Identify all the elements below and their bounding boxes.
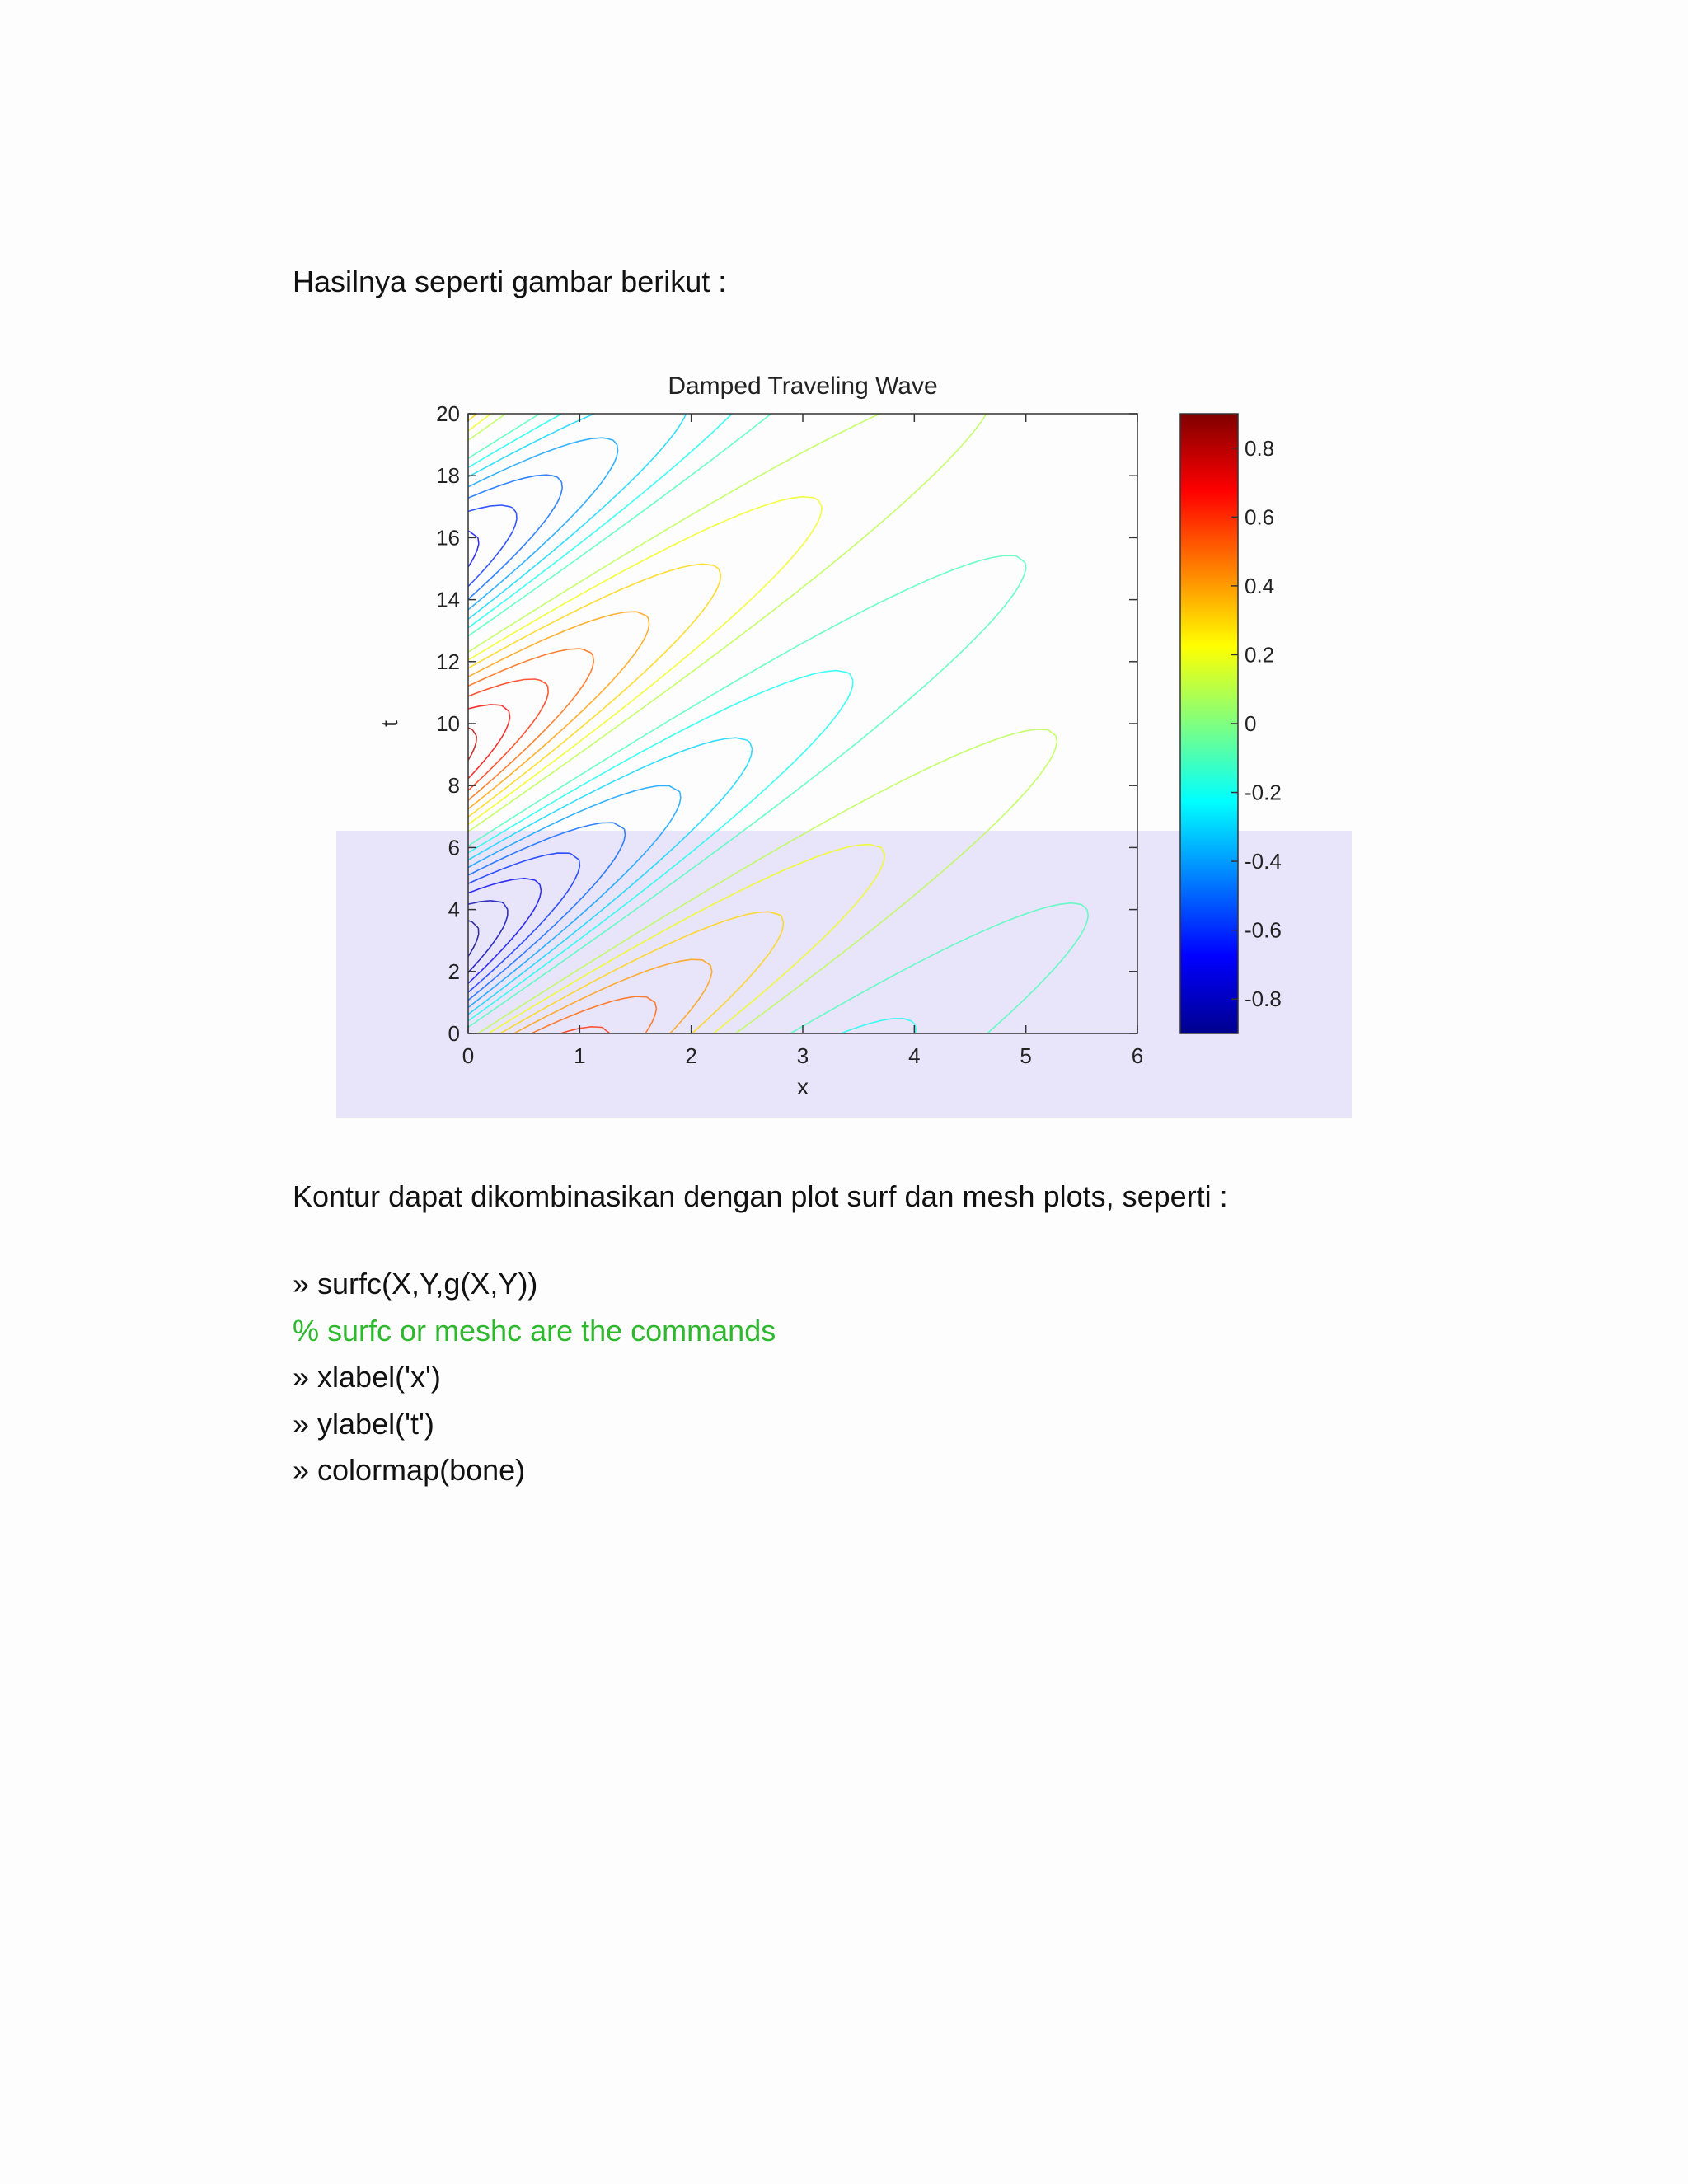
colorbar-tick-label: -0.8 (1245, 987, 1282, 1011)
contour-line (468, 727, 477, 761)
code-command-line: » surfc(X,Y,g(X,Y)) (293, 1267, 538, 1301)
x-tick-label: 3 (797, 1043, 809, 1068)
x-tick-label: 4 (908, 1043, 920, 1068)
y-tick-label: 18 (436, 463, 460, 488)
y-tick-label: 8 (448, 773, 460, 798)
colorbar-tick-label: 0.6 (1245, 504, 1274, 529)
x-tick-label: 0 (462, 1043, 474, 1068)
x-tick-label: 5 (1020, 1043, 1031, 1068)
contour-line (468, 504, 581, 993)
code-command-line: » xlabel('x') (293, 1360, 441, 1394)
contour-line (468, 648, 658, 1033)
x-tick-label: 1 (574, 1043, 585, 1068)
y-tick-label: 6 (448, 835, 460, 860)
contour-chart: 0 1 2 3 4 5 602468101214161820xt0.80.60.40.20-… (377, 373, 1282, 1099)
contour-line (468, 474, 626, 1001)
code-command-line: » colormap(bone) (293, 1453, 526, 1487)
x-tick-label: 6 (1132, 1043, 1143, 1068)
y-tick-label: 2 (448, 959, 460, 984)
contour-line (468, 920, 480, 957)
contour-line (468, 414, 885, 1033)
y-tick-label: 0 (448, 1021, 460, 1046)
y-tick-label: 12 (436, 649, 460, 674)
code-command-line: » ylabel('t') (293, 1406, 434, 1441)
intro-paragraph: Hasilnya seperti gambar berikut : (293, 265, 727, 298)
y-tick-label: 14 (436, 588, 460, 612)
contour-line (468, 704, 511, 780)
y-axis-label: t (377, 720, 402, 727)
x-axis-label: x (797, 1074, 809, 1099)
contour-line (468, 530, 542, 984)
code-comment-line: % surfc or meshc are the commands (293, 1313, 776, 1347)
contour-line (468, 678, 611, 1033)
colorbar-tick-label: -0.6 (1245, 918, 1282, 943)
contour-figure: 0 1 2 3 4 5 6 0 2 4 6 8 10 12 14 16 18 20 x t 0.8 0.6 0.4 0.2 0-… (336, 354, 1352, 1119)
contour-line (468, 414, 917, 1033)
colorbar-tick-label: 0.4 (1245, 574, 1274, 598)
colorbar-tick-label: -0.2 (1245, 780, 1282, 805)
contour-line (468, 611, 713, 1033)
code-block: » surfc(X,Y,g(X,Y)) % surfc or meshc are … (293, 1261, 776, 1494)
colorbar-tick-label: -0.4 (1245, 849, 1282, 874)
chart-title: Damped Traveling Wave (668, 373, 937, 400)
contour-line (468, 414, 753, 1015)
contour-lines (468, 414, 1090, 1033)
contour-line (468, 437, 682, 1009)
y-tick-label: 20 (436, 401, 460, 426)
colorbar-tick-label: 0 (1245, 711, 1256, 736)
after-paragraph: Kontur dapat dikombinasikan dengan plot … (293, 1179, 1228, 1213)
y-tick-label: 4 (448, 898, 460, 922)
y-tick-label: 10 (436, 711, 460, 736)
colorbar (1179, 413, 1239, 1034)
colorbar-tick-label: 0.2 (1245, 642, 1274, 667)
x-tick-label: 2 (685, 1043, 696, 1068)
colorbar-tick-label: 0.8 (1245, 436, 1274, 461)
y-tick-label: 16 (436, 525, 460, 550)
